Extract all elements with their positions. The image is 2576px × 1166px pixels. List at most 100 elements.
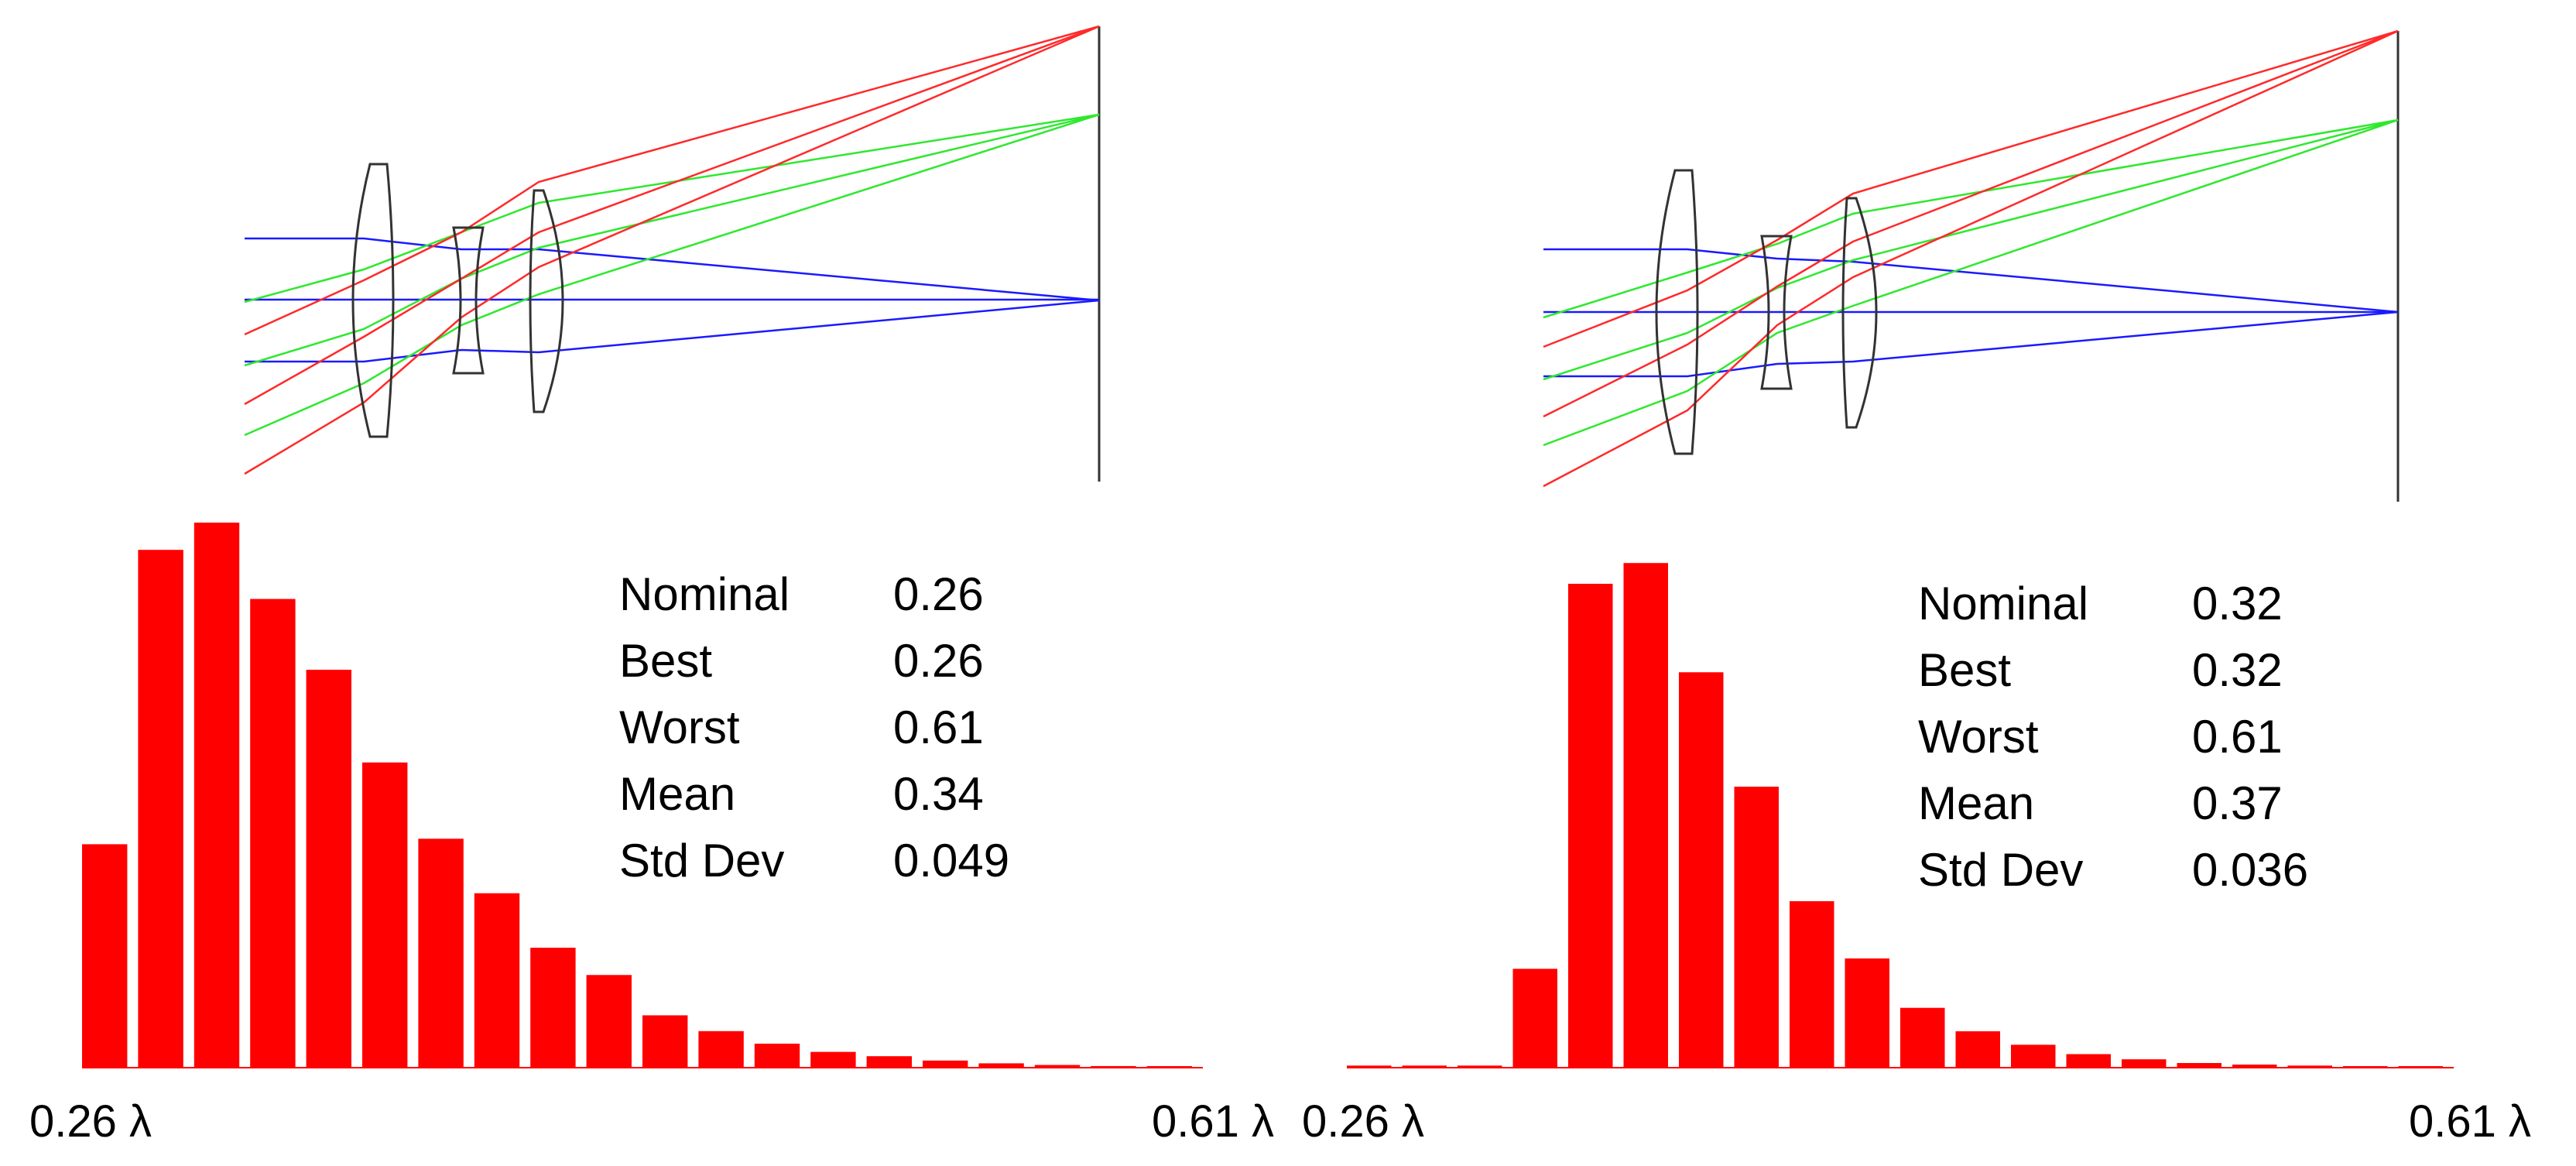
bars [82,523,1192,1068]
ray [244,113,1100,437]
histogram-bar [1512,969,1557,1068]
histogram-bar [530,948,576,1068]
histogram-bar [1845,958,1889,1068]
stat-value: 0.61 [893,701,984,753]
panel-left: Nominal 0.26 Best 0.26 Worst 0.61 Mean 0… [29,25,1274,1147]
histogram-bar [1347,1065,1392,1068]
stat-value: 0.37 [2192,777,2283,829]
ray [245,299,1100,363]
histogram-bar [1955,1031,2000,1068]
histogram-bar [1734,787,1779,1068]
histogram-bar [1790,901,1834,1068]
histogram-bar [1458,1065,1502,1068]
ray [244,25,1100,475]
rays-red [1543,29,2399,488]
ray [1543,29,2399,418]
histogram-bar [1568,584,1613,1068]
lens-1 [351,163,395,438]
histogram-bar [698,1031,744,1068]
stat-value: 0.26 [893,568,984,620]
histogram-bar [2122,1059,2167,1068]
stat-label: Mean [619,768,735,820]
stat-value: 0.61 [2192,711,2283,763]
ray [244,113,1100,304]
histogram-bar [82,844,128,1068]
histogram-bar [1623,563,1668,1068]
ray [1543,118,2399,381]
histogram-bar [1091,1065,1136,1068]
histogram-bar [2011,1044,2056,1068]
histogram-bar [306,670,351,1068]
optical-layout-left [244,25,1101,482]
histogram-bar [754,1044,800,1068]
lens-2 [1760,235,1793,390]
histogram-bar [2177,1063,2221,1068]
rays-red [244,25,1100,475]
stat-label: Std Dev [1918,844,2083,896]
stat-value: 0.049 [893,835,1009,887]
lenses [351,163,564,438]
ray [1543,118,2399,447]
lenses [1655,169,1878,455]
rays-green [1543,118,2399,447]
stat-label: Best [1918,644,2011,696]
histogram-bar [866,1056,912,1068]
stat-label: Best [619,635,712,687]
stat-value: 0.34 [893,768,984,820]
ray [1543,248,2399,314]
histogram-bar [1402,1065,1447,1068]
stat-label: Std Dev [619,835,784,887]
bars [1347,563,2443,1068]
histogram-bar [2066,1054,2111,1068]
ray [245,237,1100,302]
histogram-bar [586,975,632,1068]
histogram-bar [1679,672,1724,1068]
histogram-bar [362,762,408,1068]
histogram-bar [138,550,183,1068]
histogram-right [1347,563,2454,1068]
optical-layout-right [1543,29,2400,502]
histogram-bar [923,1060,968,1068]
histogram-bar [810,1051,856,1068]
stat-label: Worst [619,701,740,753]
histogram-bar [2232,1065,2277,1068]
histogram-bar [418,838,464,1068]
lens-3 [529,189,564,413]
x-min-label: 0.26 λ [1302,1096,1424,1147]
rays-blue [1543,248,2399,378]
x-max-label: 0.61 λ [1152,1096,1274,1147]
stat-value: 0.036 [2192,844,2308,896]
ray [1543,29,2399,348]
lens-1 [1655,169,1699,455]
histogram-bar [978,1063,1024,1068]
ray [244,25,1100,406]
stats-table-right: Nominal 0.32 Best 0.32 Worst 0.61 Mean 0… [1918,578,2308,896]
histogram-bar [2287,1065,2332,1068]
stats-table-left: Nominal 0.26 Best 0.26 Worst 0.61 Mean 0… [619,568,1009,887]
histogram-left [82,523,1203,1068]
stat-label: Nominal [1918,578,2088,629]
histogram-bar [474,893,520,1068]
stat-label: Worst [1918,711,2039,763]
stat-label: Mean [1918,777,2034,829]
histogram-bar [1900,1007,1945,1068]
histogram-bar [194,523,240,1068]
stat-value: 0.26 [893,635,984,687]
ray [1543,118,2399,319]
ray [244,25,1100,336]
x-max-label: 0.61 λ [2409,1096,2531,1147]
ray [1543,310,2399,378]
stat-value: 0.32 [2192,578,2283,629]
histogram-bar [250,598,296,1068]
rays-blue [245,237,1100,363]
ray [1543,29,2399,488]
lens-3 [1841,197,1878,429]
lens-2 [452,226,485,375]
stat-label: Nominal [619,568,790,620]
stat-value: 0.32 [2192,644,2283,696]
histogram-bar [1034,1065,1081,1068]
histogram-bar [642,1015,688,1068]
panel-right: Nominal 0.32 Best 0.32 Worst 0.61 Mean 0… [1302,29,2531,1147]
x-min-label: 0.26 λ [29,1096,152,1147]
